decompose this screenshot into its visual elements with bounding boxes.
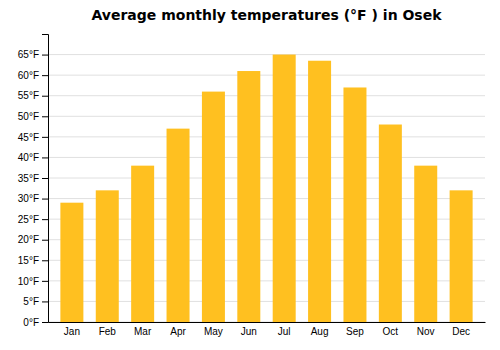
y-tick-mark (42, 281, 48, 282)
bars (60, 55, 472, 322)
y-tick: 10°F (18, 276, 48, 287)
y-tick: 20°F (18, 234, 48, 245)
bar (202, 92, 225, 322)
y-tick-mark (42, 178, 48, 179)
y-tick: 25°F (18, 214, 48, 225)
y-tick: 5°F (23, 296, 48, 307)
x-tick: Jan (64, 322, 80, 337)
y-tick-label: 0°F (23, 317, 39, 328)
x-tick: Jul (278, 322, 291, 337)
x-tick-label: Nov (417, 326, 435, 337)
x-tick: Aug (311, 322, 329, 337)
y-tick: 40°F (18, 152, 48, 163)
y-tick: 15°F (18, 255, 48, 266)
x-tick-label: Oct (383, 326, 399, 337)
y-tick-mark (42, 137, 48, 138)
y-axis-line (42, 35, 49, 323)
x-tick-label: Jul (278, 326, 291, 337)
x-tick-label: Dec (452, 326, 470, 337)
x-tick-label: Mar (134, 326, 152, 337)
y-tick: 60°F (18, 70, 48, 81)
bar (273, 55, 296, 322)
y-tick-label: 50°F (18, 111, 39, 122)
y-tick-label: 25°F (18, 214, 39, 225)
y-tick-label: 60°F (18, 70, 39, 81)
grid-line (48, 75, 485, 76)
chart: 0°F 5°F 10°F 15°F 20°F 25°F 30°F 35°F 40°F 45°F 50… (0, 0, 500, 350)
grid-line (48, 157, 485, 158)
x-tick: Sep (346, 322, 364, 337)
bar (450, 190, 473, 322)
y-tick-label: 20°F (18, 234, 39, 245)
y-tick-mark (42, 55, 48, 56)
x-tick: Oct (383, 322, 399, 337)
y-tick-mark (42, 116, 48, 117)
y-tick-mark (42, 75, 48, 76)
x-axis: Jan Feb Mar Apr May Jun Jul Aug Sep Oct Nov Dec (49, 322, 486, 337)
y-tick: 55°F (18, 90, 48, 101)
x-tick: May (204, 322, 223, 337)
x-tick: Jun (241, 322, 257, 337)
x-tick-label: Jan (64, 326, 80, 337)
x-tick-label: Feb (99, 326, 117, 337)
y-axis: 0°F 5°F 10°F 15°F 20°F 25°F 30°F 35°F 40°F 45°F 50… (18, 35, 49, 328)
y-tick-label: 10°F (18, 276, 39, 287)
x-tick: Nov (417, 322, 435, 337)
bar (414, 166, 437, 322)
y-tick-label: 55°F (18, 90, 39, 101)
x-tick: Apr (170, 322, 186, 337)
x-tick: Feb (99, 322, 117, 337)
y-tick: 30°F (18, 193, 48, 204)
y-tick-mark (42, 199, 48, 200)
bar (237, 71, 260, 322)
x-tick-label: Jun (241, 326, 257, 337)
y-tick-label: 30°F (18, 193, 39, 204)
bar (167, 129, 190, 322)
y-tick: 35°F (18, 173, 48, 184)
y-tick-mark (42, 96, 48, 97)
bar (131, 166, 154, 322)
x-tick-label: Sep (346, 326, 364, 337)
y-tick-mark (42, 260, 48, 261)
grid-line (48, 54, 485, 55)
bar (308, 61, 331, 322)
y-tick-label: 65°F (18, 49, 39, 60)
grid-line (48, 116, 485, 117)
y-tick: 0°F (23, 317, 48, 328)
y-tick-label: 35°F (18, 173, 39, 184)
plot: 0°F 5°F 10°F 15°F 20°F 25°F 30°F 35°F 40°F 45°F 50… (18, 35, 486, 338)
grid-line (48, 95, 485, 96)
y-tick-mark (42, 322, 48, 323)
y-tick: 45°F (18, 132, 48, 143)
y-tick-label: 5°F (23, 296, 39, 307)
y-tick: 50°F (18, 111, 48, 122)
grid (48, 55, 485, 322)
bar (96, 190, 119, 322)
y-tick-label: 45°F (18, 132, 39, 143)
x-tick-label: May (204, 326, 223, 337)
y-tick-mark (42, 219, 48, 220)
bar (343, 87, 366, 322)
x-tick: Mar (134, 322, 152, 337)
y-tick-mark (42, 301, 48, 302)
x-axis-line (49, 322, 486, 323)
y-tick-label: 40°F (18, 152, 39, 163)
y-tick-mark (42, 157, 48, 158)
y-tick-label: 15°F (18, 255, 39, 266)
y-tick-mark (42, 240, 48, 241)
y-tick: 65°F (18, 49, 48, 60)
bar (60, 203, 83, 322)
x-tick-label: Apr (170, 326, 186, 337)
title: Average monthly temperatures (°F ) in Os… (91, 7, 442, 23)
grid-line (48, 136, 485, 137)
bar (379, 125, 402, 322)
x-tick-label: Aug (311, 326, 329, 337)
x-tick: Dec (452, 322, 470, 337)
